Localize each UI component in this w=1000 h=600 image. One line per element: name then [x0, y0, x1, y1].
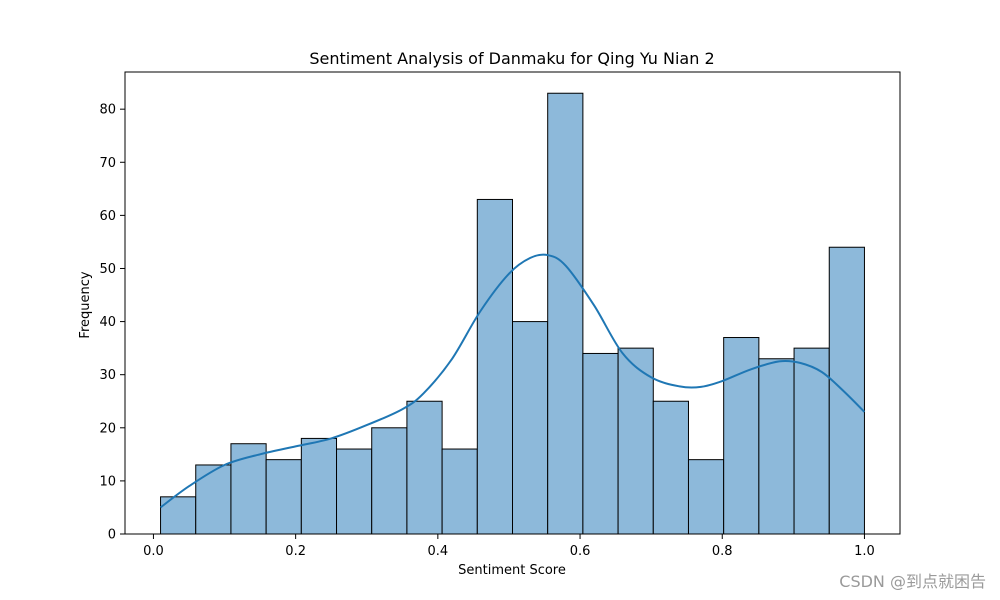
- chart-title: Sentiment Analysis of Danmaku for Qing Y…: [309, 49, 714, 68]
- histogram-bar-15: [652, 400, 689, 535]
- histogram-bar-5: [300, 437, 338, 535]
- histogram-bar-4: [265, 459, 302, 535]
- histogram-bar-12: [547, 92, 584, 535]
- x-tick-label: 1.0: [854, 544, 875, 559]
- y-tick-label: 10: [99, 474, 116, 489]
- histogram-bar-7: [371, 427, 408, 535]
- x-tick-label: 0.8: [712, 544, 733, 559]
- histogram-bar-18: [758, 358, 795, 535]
- histogram-bar-17: [723, 337, 760, 535]
- y-tick-label: 70: [99, 156, 116, 171]
- histogram-bar-6: [336, 448, 373, 535]
- kde-line: [160, 253, 866, 509]
- histogram-bar-11: [512, 321, 549, 535]
- plot-frame: [124, 71, 901, 535]
- x-tick-label: 0.4: [428, 544, 449, 559]
- histogram-bar-13: [582, 352, 619, 535]
- histogram-bar-14: [617, 347, 654, 535]
- x-tick-label: 0.0: [143, 544, 164, 559]
- histogram-bar-9: [441, 448, 478, 535]
- x-axis-label: Sentiment Score: [458, 563, 566, 578]
- x-tick-label: 0.2: [285, 544, 306, 559]
- histogram-bar-8: [406, 400, 443, 535]
- y-tick-label: 80: [99, 103, 116, 118]
- axes-group: 0.0 0.2 0.4 0.6 0.8 1.0 0 10 20 30 40 50 60 70 80: [99, 71, 901, 559]
- y-tick-label: 30: [99, 368, 116, 383]
- bars-group: [160, 92, 865, 535]
- y-tick-label: 40: [99, 315, 116, 330]
- histogram-bar-2: [195, 464, 232, 535]
- x-tick-label: 0.6: [570, 544, 591, 559]
- histogram-bar-20: [828, 246, 865, 535]
- histogram-bar-19: [793, 347, 830, 535]
- histogram-bar-3: [230, 443, 267, 535]
- histogram-bar-16: [687, 459, 725, 535]
- y-axis-label: Frequency: [78, 271, 93, 338]
- watermark: CSDN @到点就困告: [839, 572, 986, 591]
- y-tick-label: 50: [99, 262, 116, 277]
- y-tick-label: 0: [108, 528, 116, 543]
- histogram-bar-10: [476, 198, 514, 535]
- y-tick-label: 20: [99, 421, 116, 436]
- y-tick-label: 60: [99, 209, 116, 224]
